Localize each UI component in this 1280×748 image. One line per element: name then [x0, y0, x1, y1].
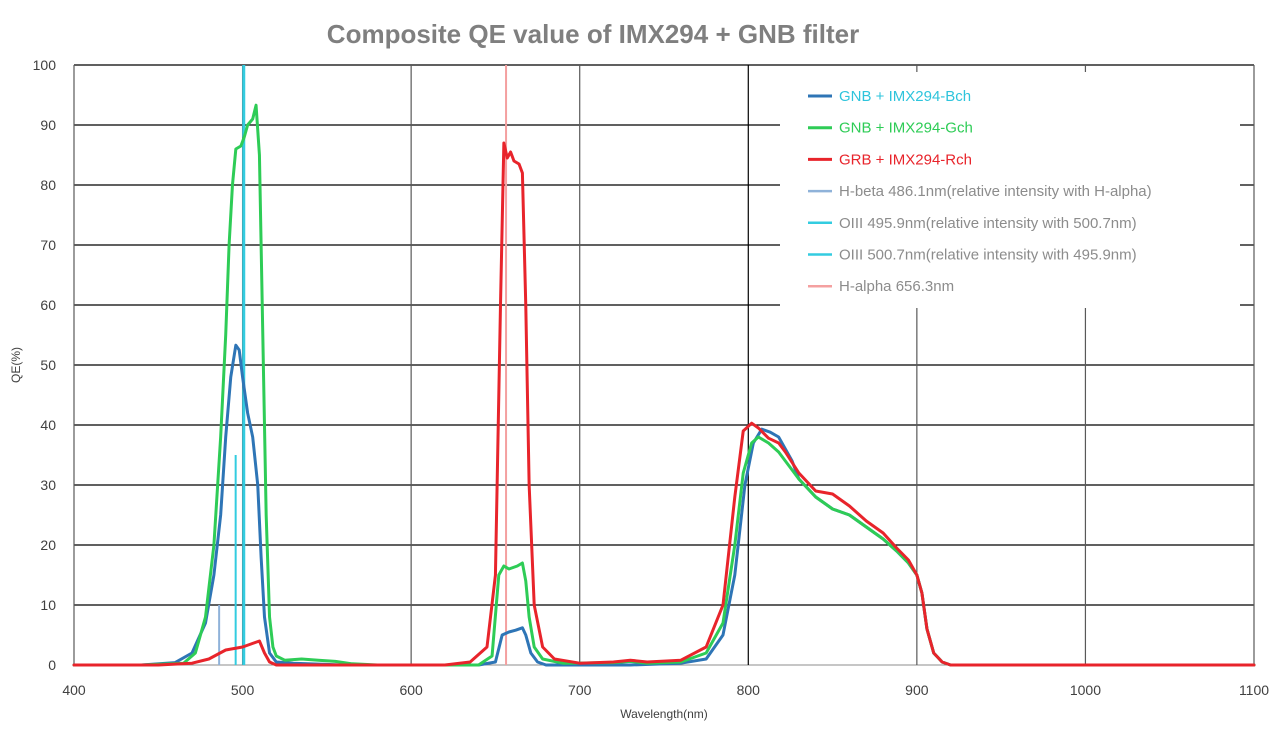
legend-label: GNB + IMX294-Bch: [839, 88, 971, 105]
x-tick-label: 800: [737, 682, 761, 698]
legend-item: GRB + IMX294-Rch: [808, 151, 972, 168]
y-tick-labels: 0 10 20 30 40 50 60 70 80 90 100: [33, 57, 57, 673]
legend-label: OIII 495.9nm(relative intensity with 500…: [839, 215, 1137, 232]
x-tick-label: 700: [568, 682, 592, 698]
chart-title: Composite QE value of IMX294 + GNB filte…: [327, 19, 859, 49]
y-tick-label: 50: [40, 357, 56, 373]
emission-lines: [218, 65, 508, 665]
x-tick-labels: 400 500 600 700 800 900 1000 1100: [62, 682, 1269, 698]
legend: GNB + IMX294-Bch GNB + IMX294-Gch GRB + IM…: [780, 72, 1240, 308]
legend-item: OIII 495.9nm(relative intensity with 500…: [808, 215, 1137, 232]
y-tick-label: 30: [40, 477, 56, 493]
series-line-gnb-imx294-bch: [72, 343, 1256, 667]
series-line-grb-imx294-rch: [72, 141, 1256, 667]
x-tick-label: 600: [399, 682, 423, 698]
legend-label: GRB + IMX294-Rch: [839, 151, 972, 168]
x-tick-label: 500: [231, 682, 255, 698]
legend-label: GNB + IMX294-Gch: [839, 120, 973, 137]
legend-item: H-beta 486.1nm(relative intensity with H…: [808, 183, 1152, 200]
legend-item: OIII 500.7nm(relative intensity with 495…: [808, 247, 1137, 264]
y-tick-label: 100: [33, 57, 57, 73]
y-tick-label: 70: [40, 237, 56, 253]
y-tick-label: 0: [48, 657, 56, 673]
x-tick-label: 1100: [1239, 682, 1269, 698]
y-tick-label: 40: [40, 417, 56, 433]
y-axis-label: QE(%): [9, 347, 23, 383]
x-tick-label: 1000: [1070, 682, 1101, 698]
y-tick-label: 60: [40, 297, 56, 313]
qe-curves: [72, 103, 1256, 667]
y-tick-label: 90: [40, 117, 56, 133]
legend-item: GNB + IMX294-Gch: [808, 120, 973, 137]
y-tick-label: 20: [40, 537, 56, 553]
x-axis-label: Wavelength(nm): [620, 707, 708, 721]
legend-label: OIII 500.7nm(relative intensity with 495…: [839, 247, 1137, 264]
x-tick-label: 400: [62, 682, 86, 698]
legend-item: H-alpha 656.3nm: [808, 278, 954, 295]
y-tick-label: 10: [40, 597, 56, 613]
x-tick-label: 900: [905, 682, 929, 698]
legend-item: GNB + IMX294-Bch: [808, 88, 971, 105]
series-line-gnb-imx294-gch: [72, 103, 1256, 667]
legend-label: H-beta 486.1nm(relative intensity with H…: [839, 183, 1152, 200]
y-tick-label: 80: [40, 177, 56, 193]
legend-box: [780, 72, 1240, 308]
legend-label: H-alpha 656.3nm: [839, 278, 954, 295]
